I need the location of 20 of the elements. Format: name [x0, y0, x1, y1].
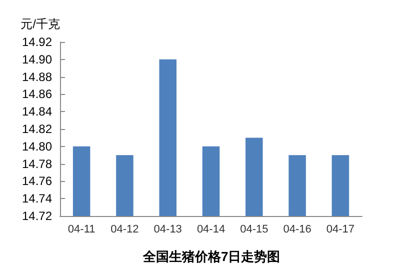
y-tick-label: 14.80: [22, 139, 52, 154]
y-tick-label: 14.92: [22, 35, 52, 49]
x-tick-label: 04-13: [154, 224, 182, 236]
y-tick-label: 14.86: [22, 87, 52, 102]
y-tick-label: 14.74: [22, 192, 52, 206]
y-tick-label: 14.84: [22, 104, 52, 119]
x-tick-label: 04-17: [326, 224, 354, 236]
y-tick-label: 14.82: [22, 122, 52, 136]
text: 全国生猪价格7日走势图: [142, 249, 280, 264]
y-tick-label: 14.78: [22, 156, 52, 171]
x-tick-label: 04-11: [68, 224, 96, 236]
y-tick-label: 14.72: [22, 209, 52, 223]
y-tick-label: 14.88: [22, 70, 52, 84]
x-tick-label: 04-15: [240, 224, 268, 236]
y-tick-label: 14.76: [22, 174, 52, 188]
y-axis-title: 元/千克: [20, 17, 60, 31]
x-tick-label: 04-16: [283, 224, 312, 236]
x-tick-label: 04-14: [196, 224, 226, 236]
x-tick-label: 04-12: [110, 224, 139, 236]
y-tick-label: 14.90: [22, 52, 52, 66]
